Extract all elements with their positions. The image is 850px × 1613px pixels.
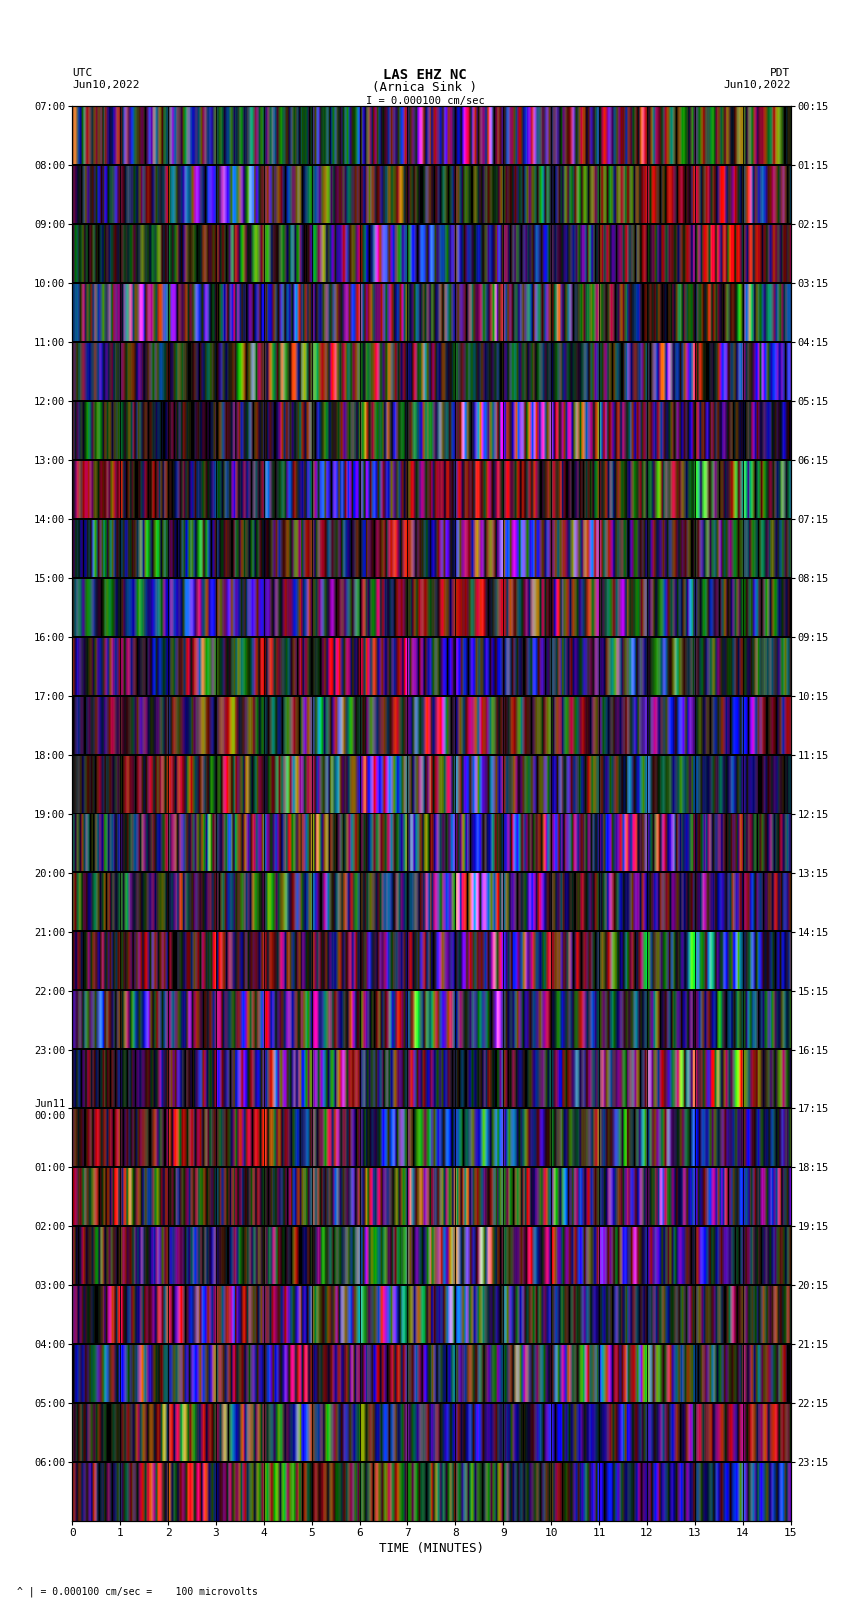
Text: ^ | = 0.000100 cm/sec =    100 microvolts: ^ | = 0.000100 cm/sec = 100 microvolts	[17, 1586, 258, 1597]
Text: UTC: UTC	[72, 68, 93, 77]
Text: I = 0.000100 cm/sec: I = 0.000100 cm/sec	[366, 95, 484, 106]
Text: Jun10,2022: Jun10,2022	[723, 79, 791, 90]
Text: (Arnica Sink ): (Arnica Sink )	[372, 81, 478, 94]
Text: LAS EHZ NC: LAS EHZ NC	[383, 68, 467, 82]
X-axis label: TIME (MINUTES): TIME (MINUTES)	[379, 1542, 484, 1555]
Text: Jun10,2022: Jun10,2022	[72, 79, 139, 90]
Text: PDT: PDT	[770, 68, 790, 77]
